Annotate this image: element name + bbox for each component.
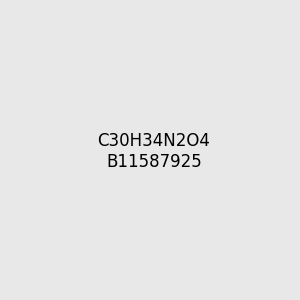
Text: C30H34N2O4
B11587925: C30H34N2O4 B11587925 bbox=[97, 132, 210, 171]
